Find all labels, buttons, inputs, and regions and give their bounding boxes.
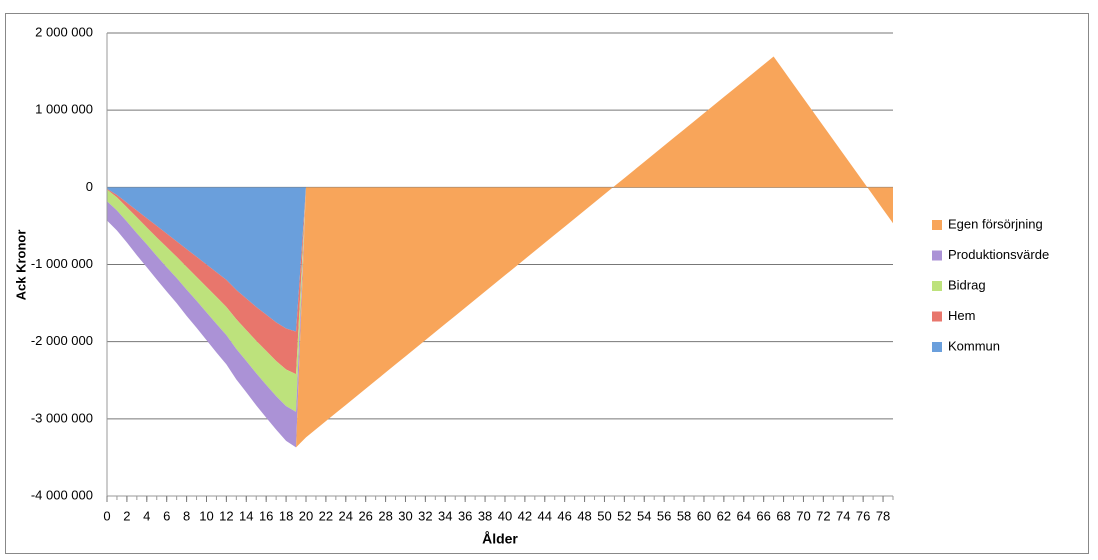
x-tick-label: 0 bbox=[103, 508, 110, 523]
y-tick-label: 1 000 000 bbox=[35, 102, 93, 117]
x-tick-label: 54 bbox=[637, 508, 651, 523]
x-tick-label: 12 bbox=[219, 508, 233, 523]
x-tick-label: 10 bbox=[199, 508, 213, 523]
x-tick-label: 44 bbox=[538, 508, 552, 523]
y-axis-label: Ack Kronor bbox=[13, 230, 28, 301]
x-tick-label: 52 bbox=[617, 508, 631, 523]
x-tick-label: 24 bbox=[339, 508, 353, 523]
legend-swatch bbox=[932, 311, 942, 322]
x-tick-label: 62 bbox=[717, 508, 731, 523]
x-tick-label: 28 bbox=[378, 508, 392, 523]
x-tick-label: 14 bbox=[239, 508, 253, 523]
x-tick-label: 26 bbox=[358, 508, 372, 523]
x-tick-label: 64 bbox=[737, 508, 751, 523]
x-tick-label: 32 bbox=[418, 508, 432, 523]
legend-label: Produktionsvärde bbox=[948, 247, 1049, 262]
y-tick-label: 0 bbox=[86, 179, 93, 194]
x-tick-label: 8 bbox=[183, 508, 190, 523]
x-tick-label: 22 bbox=[319, 508, 333, 523]
x-tick-label: 50 bbox=[597, 508, 611, 523]
x-tick-label: 36 bbox=[458, 508, 472, 523]
x-tick-label: 40 bbox=[498, 508, 512, 523]
y-tick-label: -1 000 000 bbox=[31, 256, 93, 271]
y-tick-label: -3 000 000 bbox=[31, 410, 93, 425]
x-tick-label: 60 bbox=[697, 508, 711, 523]
y-tick-label: -2 000 000 bbox=[31, 333, 93, 348]
x-tick-label: 56 bbox=[657, 508, 671, 523]
legend-label: Bidrag bbox=[948, 277, 986, 292]
x-tick-label: 34 bbox=[438, 508, 452, 523]
x-tick-label: 38 bbox=[478, 508, 492, 523]
x-tick-label: 72 bbox=[816, 508, 830, 523]
x-tick-label: 2 bbox=[123, 508, 130, 523]
x-tick-label: 16 bbox=[259, 508, 273, 523]
legend-label: Hem bbox=[948, 308, 975, 323]
x-tick-label: 70 bbox=[796, 508, 810, 523]
legend-swatch bbox=[932, 220, 942, 230]
x-tick-label: 58 bbox=[677, 508, 691, 523]
x-tick-label: 74 bbox=[836, 508, 850, 523]
x-tick-label: 18 bbox=[279, 508, 293, 523]
legend-swatch bbox=[932, 250, 942, 261]
legend-swatch bbox=[932, 342, 942, 352]
x-tick-label: 20 bbox=[299, 508, 313, 523]
area bbox=[107, 56, 893, 448]
y-tick-label: 2 000 000 bbox=[35, 24, 93, 39]
legend-swatch bbox=[932, 281, 942, 291]
x-tick-label: 46 bbox=[557, 508, 571, 523]
x-tick-label: 78 bbox=[876, 508, 890, 523]
area bbox=[107, 187, 893, 332]
legend-label: Kommun bbox=[948, 338, 1000, 353]
x-tick-label: 66 bbox=[756, 508, 770, 523]
x-tick-label: 6 bbox=[163, 508, 170, 523]
x-tick-label: 68 bbox=[776, 508, 790, 523]
x-axis-label: Ålder bbox=[482, 531, 518, 547]
legend-label: Egen försörjning bbox=[948, 216, 1043, 231]
x-tick-label: 4 bbox=[143, 508, 150, 523]
y-tick-label: -4 000 000 bbox=[31, 487, 93, 502]
x-tick-label: 42 bbox=[518, 508, 532, 523]
x-tick-label: 76 bbox=[856, 508, 870, 523]
x-tick-label: 48 bbox=[577, 508, 591, 523]
x-tick-label: 30 bbox=[398, 508, 412, 523]
